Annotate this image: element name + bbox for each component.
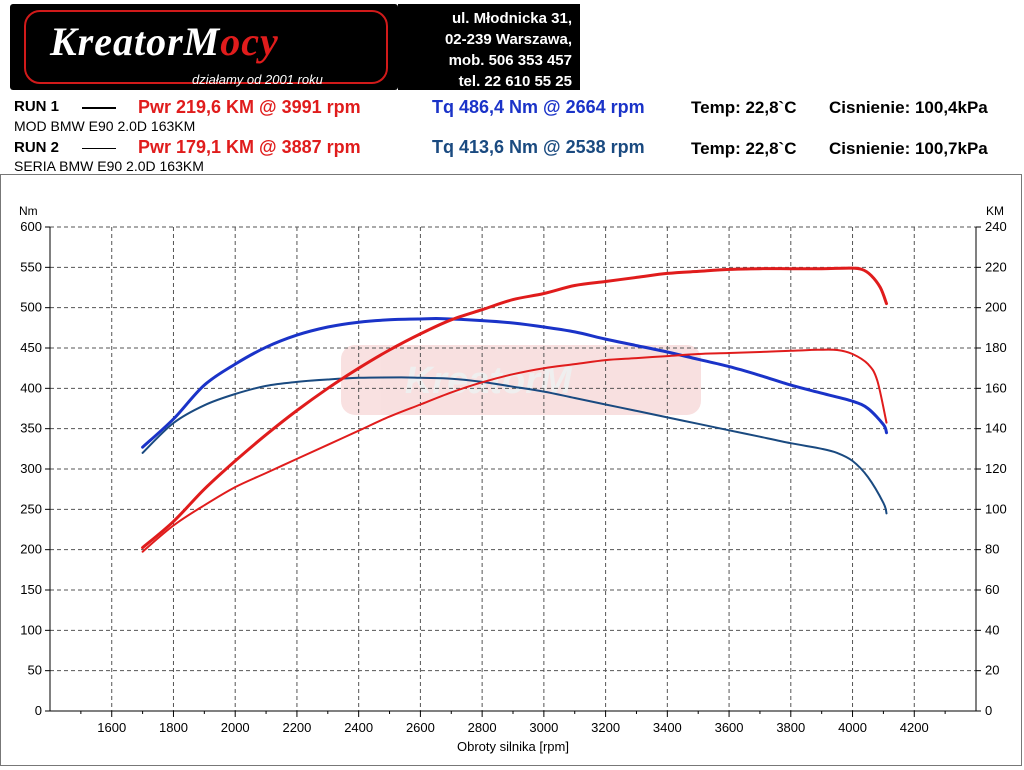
x-tick-label: 2600 <box>406 720 435 735</box>
x-tick-label: 4000 <box>838 720 867 735</box>
y-right-tick-label: 20 <box>985 663 999 678</box>
x-tick-label: 4200 <box>900 720 929 735</box>
contact-line: ul. Młodnicka 31, <box>451 10 572 27</box>
y-left-tick-label: 550 <box>20 259 42 274</box>
run2-temp: Temp: 22,8`C <box>691 139 797 158</box>
power-curve-run1 <box>141 266 888 550</box>
dyno-chart: KreatorMocy 0501001502002503003504004505… <box>19 204 1007 754</box>
y-right-tick-label: 120 <box>985 461 1007 476</box>
y-right-tick-label: 200 <box>985 300 1007 315</box>
run1-label: RUN 1 <box>14 98 60 115</box>
y-right-tick-label: 40 <box>985 622 999 637</box>
y-right-tick-label: 100 <box>985 501 1007 516</box>
contact-line: 02-239 Warszawa, <box>444 31 572 48</box>
x-tick-label: 3000 <box>529 720 558 735</box>
power-curve-run2 <box>141 348 888 553</box>
logo-tagline: działamy od 2001 roku <box>192 72 323 87</box>
y-left-tick-label: 300 <box>20 461 42 476</box>
logo-frame <box>24 10 388 84</box>
x-tick-label: 1800 <box>159 720 188 735</box>
run2-label: RUN 2 <box>14 139 60 156</box>
y-left-tick-label: 100 <box>20 622 42 637</box>
run1-pressure: Cisnienie: 100,4kPa <box>829 98 988 117</box>
y-right-tick-label: 240 <box>985 219 1007 234</box>
y-right-tick-label: 60 <box>985 582 999 597</box>
watermark-logo: KreatorMocy <box>341 345 701 415</box>
logo-word-red: ocy <box>220 19 279 64</box>
x-tick-label: 1600 <box>97 720 126 735</box>
x-tick-label: 2200 <box>282 720 311 735</box>
chart-frame: KreatorMocy 0 50 100 150 200 250 300 350 400 450 5… <box>0 174 1022 766</box>
y-left-tick-label: 400 <box>20 380 42 395</box>
run1-power: Pwr 219,6 KM @ 3991 rpm <box>138 97 361 117</box>
run1-temp: Temp: 22,8`C <box>691 98 797 117</box>
y-right-tick-label: 220 <box>985 259 1007 274</box>
y-right-tick-label: 0 <box>985 703 992 718</box>
y-left-tick-label: 350 <box>20 421 42 436</box>
x-tick-label: 2800 <box>468 720 497 735</box>
contact-line: mob. 506 353 457 <box>448 52 572 69</box>
logo-wordmark: KreatorMocy <box>50 18 279 65</box>
y-axis-left-label: Nm <box>19 204 38 218</box>
y-axis-right-label: KM <box>986 204 1004 218</box>
contact-box: ul. Młodnicka 31, 02-239 Warszawa, mob. … <box>398 4 580 90</box>
y-left-tick-label: 250 <box>20 501 42 516</box>
logo: KreatorMocy działamy od 2001 roku <box>10 4 398 90</box>
y-right-tick-label: 80 <box>985 542 999 557</box>
run1-desc: MOD BMW E90 2.0D 163KM <box>14 118 196 134</box>
y-right-tick-label: 180 <box>985 340 1007 355</box>
contact-line: tel. 22 610 55 25 <box>458 73 572 90</box>
x-tick-label: 3800 <box>776 720 805 735</box>
x-tick-label: 3200 <box>591 720 620 735</box>
run1-torque: Tq 486,4 Nm @ 2664 rpm <box>432 97 645 117</box>
y-left-tick-label: 0 <box>35 703 42 718</box>
torque-curve-run1 <box>141 317 888 449</box>
y-left-tick-label: 500 <box>20 300 42 315</box>
run1-line-swatch <box>82 107 116 109</box>
x-tick-label: 2400 <box>344 720 373 735</box>
run2-torque: Tq 413,6 Nm @ 2538 rpm <box>432 137 645 157</box>
run2-pressure: Cisnienie: 100,7kPa <box>829 139 988 158</box>
x-tick-label: 3600 <box>715 720 744 735</box>
y-left-tick-label: 200 <box>20 542 42 557</box>
run2-power: Pwr 179,1 KM @ 3887 rpm <box>138 137 361 157</box>
run2-desc: SERIA BMW E90 2.0D 163KM <box>14 158 204 174</box>
y-left-tick-label: 450 <box>20 340 42 355</box>
logo-word-white: KreatorM <box>50 19 221 64</box>
x-tick-label: 2000 <box>221 720 250 735</box>
y-right-tick-label: 140 <box>985 421 1007 436</box>
y-right-tick-label: 160 <box>985 380 1007 395</box>
y-left-tick-label: 600 <box>20 219 42 234</box>
x-axis-label: Obroty silnika [rpm] <box>457 739 569 754</box>
y-left-tick-label: 150 <box>20 582 42 597</box>
x-tick-label: 3400 <box>653 720 682 735</box>
run2-line-swatch <box>82 148 116 149</box>
torque-curve-run2 <box>141 376 888 515</box>
y-left-tick-label: 50 <box>28 663 42 678</box>
